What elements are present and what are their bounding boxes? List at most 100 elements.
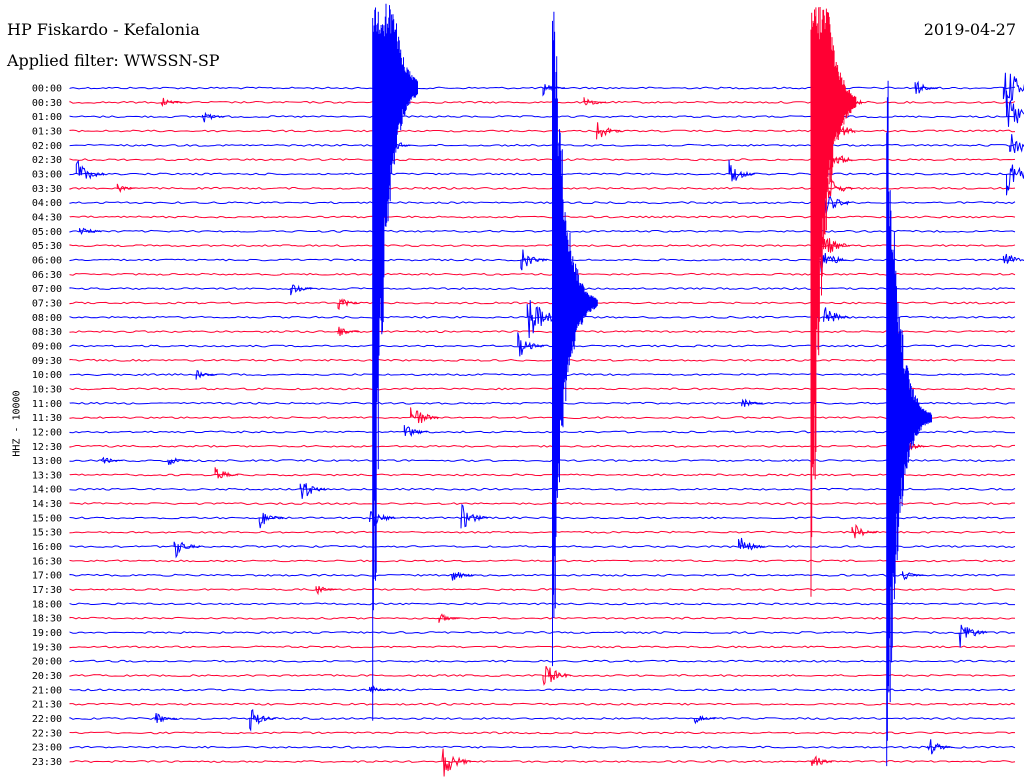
trace-line-06:30	[69, 272, 1016, 276]
trace-line-17:30	[69, 588, 1016, 591]
trace-time-label: 07:30	[32, 298, 62, 309]
trace-line-21:00	[69, 688, 1016, 692]
trace-line-02:30	[69, 158, 1016, 162]
trace-time-label: 05:00	[32, 227, 62, 238]
large-seismic-event	[552, 11, 598, 667]
trace-line-01:00	[69, 115, 1016, 119]
seismic-event	[693, 714, 716, 725]
seismic-event	[249, 709, 276, 732]
seismic-event	[438, 613, 461, 623]
trace-time-label: 01:30	[32, 126, 62, 137]
trace-line-19:30	[69, 645, 1016, 649]
seismic-event	[451, 571, 474, 581]
trace-line-11:30	[69, 416, 1016, 420]
trace-line-16:30	[69, 559, 1016, 563]
trace-line-23:30	[69, 760, 1016, 763]
trace-time-label: 13:00	[32, 456, 62, 467]
trace-line-11:00	[69, 401, 1016, 405]
trace-line-03:00	[69, 172, 1016, 176]
trace-time-label: 04:30	[32, 212, 62, 223]
trace-line-02:00	[69, 143, 1016, 147]
seismic-event	[337, 326, 360, 336]
seismic-event	[290, 284, 313, 296]
seismic-event	[75, 159, 105, 180]
seismic-event	[299, 483, 328, 499]
seismic-event	[258, 512, 285, 529]
trace-time-label: 21:00	[32, 685, 62, 696]
seismic-event	[116, 183, 138, 193]
seismic-event	[460, 503, 489, 529]
seismic-event	[810, 755, 835, 766]
seismic-event	[1009, 134, 1024, 154]
trace-time-label: 03:30	[32, 184, 62, 195]
station-title: HP Fiskardo - Kefalonia	[7, 20, 200, 39]
trace-time-label: 06:00	[32, 255, 62, 266]
trace-time-label: 12:00	[32, 427, 62, 438]
trace-line-22:30	[69, 731, 1016, 735]
seismic-event	[214, 467, 239, 479]
trace-time-label: 14:00	[32, 485, 62, 496]
trace-line-13:30	[69, 473, 1016, 477]
trace-time-label: 02:00	[32, 141, 62, 152]
large-seismic-event	[886, 80, 932, 767]
seismic-event	[1006, 164, 1024, 196]
trace-time-label: 15:00	[32, 513, 62, 524]
trace-line-00:00	[69, 86, 1016, 90]
trace-line-12:30	[69, 444, 1016, 448]
trace-time-label: 04:00	[32, 198, 62, 209]
trace-time-label: 16:30	[32, 556, 62, 567]
trace-time-label: 16:00	[32, 542, 62, 553]
trace-line-07:30	[69, 301, 1016, 305]
trace-time-label: 23:00	[32, 743, 62, 754]
trace-time-label: 10:00	[32, 370, 62, 381]
seismic-event	[78, 227, 102, 236]
trace-time-label: 08:30	[32, 327, 62, 338]
trace-time-label: 22:30	[32, 728, 62, 739]
trace-time-label: 18:30	[32, 614, 62, 625]
trace-time-label: 18:00	[32, 599, 62, 610]
seismic-event	[520, 249, 547, 271]
trace-line-01:30	[69, 129, 1016, 133]
trace-time-label: 07:00	[32, 284, 62, 295]
trace-time-label: 09:00	[32, 341, 62, 352]
trace-time-label: 22:00	[32, 714, 62, 725]
trace-line-04:00	[69, 201, 1016, 205]
trace-time-label: 03:00	[32, 169, 62, 180]
trace-line-23:00	[69, 745, 1016, 749]
seismic-event	[410, 407, 440, 424]
trace-time-label: 12:30	[32, 442, 62, 453]
seismic-event	[901, 571, 924, 581]
seismic-event	[195, 370, 218, 380]
trace-time-label: 06:30	[32, 270, 62, 281]
trace-time-label: 05:30	[32, 241, 62, 252]
trace-line-15:30	[69, 530, 1016, 534]
trace-line-05:00	[69, 229, 1016, 233]
seismic-event	[851, 523, 878, 539]
seismic-event	[441, 748, 472, 777]
trace-time-label: 20:00	[32, 657, 62, 668]
trace-time-label: 09:30	[32, 356, 62, 367]
record-date: 2019-04-27	[923, 20, 1016, 39]
trace-time-label: 17:30	[32, 585, 62, 596]
seismic-event	[315, 585, 338, 596]
seismic-event	[403, 425, 428, 437]
large-seismic-event	[372, 3, 418, 721]
seismic-event	[100, 456, 123, 464]
trace-time-label: 02:30	[32, 155, 62, 166]
trace-time-label: 15:30	[32, 528, 62, 539]
seismic-event	[819, 236, 850, 255]
seismic-event	[728, 159, 756, 182]
trace-line-08:30	[69, 330, 1016, 334]
seismic-event	[596, 122, 622, 140]
applied-filter: Applied filter: WWSSN-SP	[7, 51, 220, 70]
seismic-event	[927, 739, 953, 755]
trace-line-12:00	[69, 430, 1016, 434]
seismic-event	[154, 713, 178, 723]
trace-line-09:00	[69, 344, 1016, 348]
trace-time-label: 14:30	[32, 499, 62, 510]
trace-line-14:30	[69, 502, 1016, 505]
trace-time-label: 20:30	[32, 671, 62, 682]
seismic-event	[1002, 253, 1024, 264]
trace-time-label: 23:30	[32, 757, 62, 768]
